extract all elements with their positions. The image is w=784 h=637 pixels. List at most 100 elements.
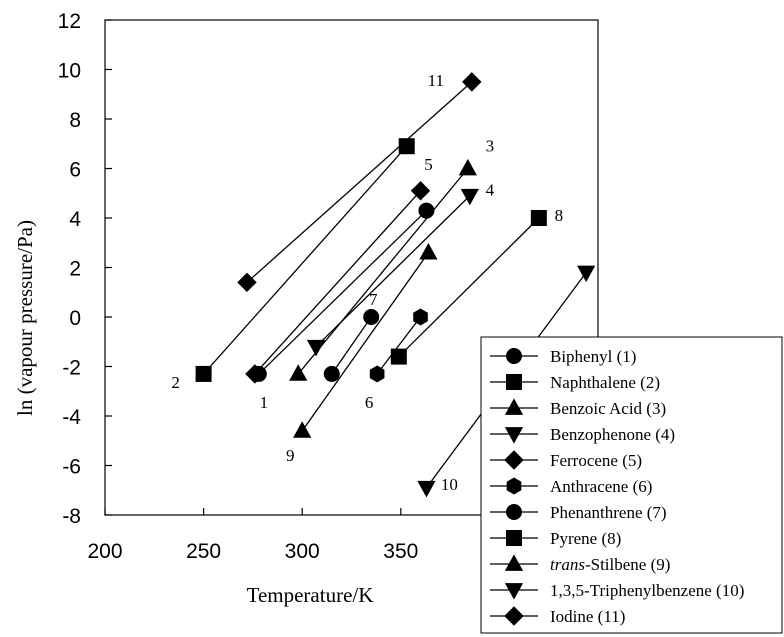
series-line [246, 81, 473, 283]
legend-label: Benzoic Acid (3) [550, 399, 666, 418]
legend-label: 1,3,5-Triphenylbenzene (10) [550, 581, 744, 600]
legend-item: Pyrene (8) [490, 529, 621, 548]
y-axis-title: ln (vapour pressure/Pa) [13, 220, 37, 416]
series-line [203, 145, 408, 375]
legend-item: Naphthalene (2) [490, 373, 660, 392]
series-number-label: 5 [424, 155, 433, 174]
series-8 [390, 210, 547, 365]
legend-label: Benzophenone (4) [550, 425, 675, 444]
data-point [530, 210, 547, 226]
y-tick-label: -8 [62, 505, 81, 528]
legend-item: Phenanthrene (7) [490, 503, 667, 522]
legend-label: Iodine (11) [550, 607, 625, 626]
data-point [462, 72, 482, 92]
data-point [306, 339, 326, 357]
series-2 [195, 138, 415, 382]
y-tick-label: 8 [69, 109, 81, 132]
legend-marker [506, 374, 522, 390]
legend-item: Iodine (11) [490, 606, 625, 626]
series-6 [369, 308, 428, 383]
legend-label: Anthracene (6) [550, 477, 652, 496]
legend-marker [506, 348, 522, 364]
series-number-label: 2 [171, 373, 180, 392]
series-number-label: 8 [555, 206, 564, 225]
data-point [369, 365, 385, 383]
legend-box [480, 336, 783, 634]
legend: Biphenyl (1) Naphthalene (2) Benzoic Acid … [480, 336, 783, 634]
series-line [331, 316, 372, 375]
legend-marker [504, 606, 524, 626]
y-tick-label: 0 [69, 307, 81, 330]
legend-item: Biphenyl (1) [490, 347, 636, 366]
series-11 [237, 72, 482, 293]
legend-item: Ferrocene (5) [490, 450, 642, 470]
series-number-label: 3 [486, 137, 495, 156]
x-tick-label: 300 [285, 540, 320, 563]
legend-marker [506, 477, 522, 495]
series-line [301, 252, 429, 432]
data-point [417, 480, 436, 498]
data-point [413, 308, 428, 326]
legend-marker [504, 583, 524, 600]
legend-marker [504, 554, 524, 571]
legend-marker [504, 427, 524, 444]
y-tick-label: -4 [62, 406, 81, 429]
legend-marker [506, 530, 522, 546]
x-tick-label: 200 [87, 540, 122, 563]
data-point [289, 364, 308, 381]
legend-label: trans-Stilbene (9) [550, 555, 670, 574]
data-point [419, 242, 438, 260]
data-point [245, 364, 265, 384]
x-axis-title: Temperature/K [247, 583, 374, 607]
series-4 [306, 188, 479, 357]
legend-item: Benzophenone (4) [490, 425, 675, 444]
legend-item: 1,3,5-Triphenylbenzene (10) [490, 581, 744, 600]
y-tick-label: -6 [62, 456, 81, 479]
series-line [315, 195, 471, 348]
legend-label: Phenanthrene (7) [550, 503, 667, 522]
series-line [258, 210, 427, 375]
series-number-label: 11 [428, 71, 444, 90]
series-line [376, 316, 422, 375]
legend-marker [504, 398, 524, 415]
series-number-label: 4 [486, 181, 495, 200]
data-point [577, 265, 596, 283]
data-point [293, 421, 312, 438]
y-tick-label: 2 [69, 258, 81, 281]
series-7 [323, 309, 380, 382]
legend-label: Naphthalene (2) [550, 373, 660, 392]
legend-item: Anthracene (6) [490, 477, 652, 496]
data-point [363, 309, 380, 325]
data-point [460, 188, 479, 206]
series-number-label: 1 [260, 393, 269, 412]
legend-item: Benzoic Acid (3) [490, 398, 666, 418]
series-9 [293, 242, 438, 438]
y-tick-label: 6 [69, 159, 81, 182]
legend-label: Pyrene (8) [550, 529, 621, 548]
legend-item: trans-Stilbene (9) [490, 554, 670, 574]
data-point [398, 138, 415, 155]
data-point [323, 365, 340, 382]
x-tick-label: 350 [383, 540, 418, 563]
data-point [458, 158, 477, 176]
x-tick-label: 250 [186, 540, 221, 563]
legend-label: Biphenyl (1) [550, 347, 636, 366]
series-number-label: 9 [286, 446, 295, 465]
legend-label: Ferrocene (5) [550, 451, 642, 470]
y-tick-label: -2 [62, 357, 81, 380]
data-point [410, 181, 431, 201]
y-tick-label: 4 [69, 208, 81, 231]
data-point [418, 202, 435, 219]
y-tick-label: 12 [58, 10, 81, 33]
series-line [398, 217, 540, 358]
series-3 [289, 158, 477, 381]
series-number-label: 6 [365, 393, 374, 412]
series-line [254, 190, 422, 375]
legend-marker [506, 504, 522, 520]
data-point [237, 272, 257, 293]
data-point [390, 348, 407, 365]
series-5 [245, 181, 431, 384]
series-line [297, 168, 469, 375]
legend-marker [504, 450, 524, 470]
